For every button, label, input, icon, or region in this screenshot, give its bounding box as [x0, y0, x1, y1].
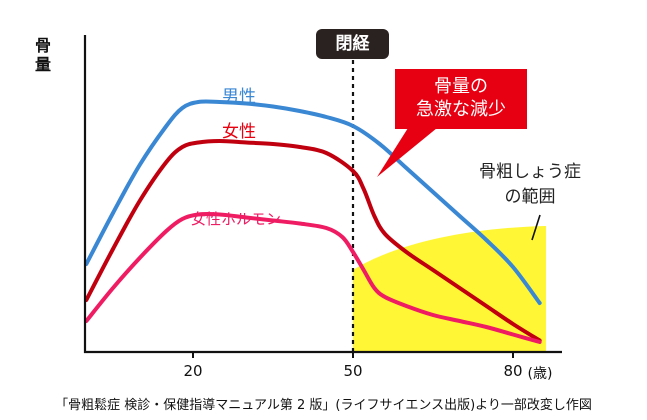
rapid-decrease-callout: 骨量の 急激な減少	[395, 69, 527, 129]
x-axis-unit: (歳)	[527, 366, 553, 382]
series-label-female: 女性	[222, 122, 256, 142]
menopause-badge: 閉経	[316, 29, 389, 59]
x-tick-label-50: 50	[343, 362, 363, 380]
series-line-female	[84, 139, 542, 343]
series-line-hormone	[84, 212, 542, 344]
y-axis-label-line2: 量	[34, 55, 51, 74]
series-label-male: 男性	[222, 87, 256, 107]
y-axis-label: 骨 量	[33, 36, 53, 74]
osteoporosis-region	[353, 226, 546, 351]
series-line-male	[84, 99, 542, 305]
osteoporosis-range-label: 骨粗しょう症 の範囲	[470, 160, 590, 210]
source-caption: 「骨粗鬆症 検診・保健指導マニュアル第 2 版」(ライフサイエンス出版)より一部…	[55, 398, 592, 413]
x-tick-label-20: 20	[183, 362, 203, 380]
callout-line1: 骨量の	[434, 76, 488, 97]
callout-pointer	[377, 128, 437, 177]
series-label-hormone: 女性ホルモン	[191, 210, 282, 228]
osteo-label-line2: の範囲	[504, 187, 556, 207]
y-axis-label-line1: 骨	[34, 36, 51, 55]
callout-line2: 急激な減少	[416, 99, 506, 120]
osteo-pointer	[531, 214, 541, 241]
x-tick-label-80: 80	[503, 362, 523, 380]
osteo-label-line1: 骨粗しょう症	[479, 162, 581, 182]
